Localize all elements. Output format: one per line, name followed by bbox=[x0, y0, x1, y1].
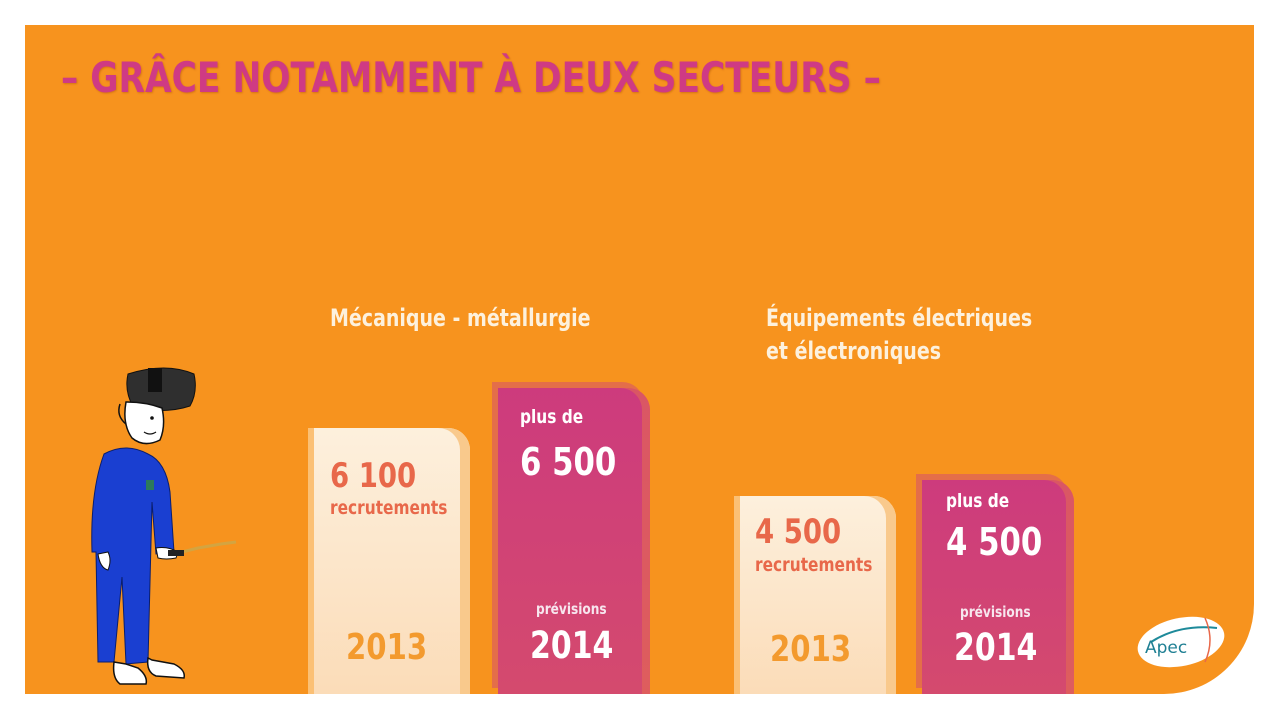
apec-logo: Apec bbox=[1135, 612, 1227, 668]
value-2013: 6 100 bbox=[330, 456, 417, 496]
year-label: 2014 bbox=[954, 626, 1038, 669]
bar-2013-mecanique bbox=[314, 428, 470, 694]
bar-2014-mecanique bbox=[498, 388, 650, 694]
welder-illustration bbox=[91, 367, 237, 685]
bar-2014-equipements bbox=[922, 480, 1074, 694]
year-label: 2014 bbox=[530, 624, 614, 667]
apec-logo-icon bbox=[1137, 616, 1225, 668]
forecast-label: prévisions bbox=[960, 603, 1031, 621]
sector-label-line: et électroniques bbox=[766, 337, 942, 365]
bar-2013-equipements bbox=[740, 496, 896, 694]
value-2014: 6 500 bbox=[520, 440, 617, 484]
value-2013: 4 500 bbox=[755, 512, 842, 552]
slide-title: – GRÂCE NOTAMMENT À DEUX SECTEURS – bbox=[61, 53, 881, 102]
unit-label: recrutements bbox=[755, 554, 873, 576]
unit-label: recrutements bbox=[330, 497, 448, 519]
forecast-label: prévisions bbox=[536, 600, 607, 618]
year-label: 2013 bbox=[346, 627, 428, 668]
sector-label-line: Équipements électriques bbox=[766, 304, 1033, 332]
value-2014: 4 500 bbox=[946, 520, 1043, 564]
prefix-label: plus de bbox=[520, 406, 584, 428]
sector-label-equipements: Équipements électriques et électroniques bbox=[766, 302, 1032, 368]
year-label: 2013 bbox=[770, 629, 852, 670]
apec-logo-text: Apec bbox=[1145, 638, 1188, 658]
sector-label-line: Mécanique - métallurgie bbox=[330, 304, 591, 332]
sector-label-mecanique: Mécanique - métallurgie bbox=[330, 302, 591, 335]
prefix-label: plus de bbox=[946, 490, 1010, 512]
